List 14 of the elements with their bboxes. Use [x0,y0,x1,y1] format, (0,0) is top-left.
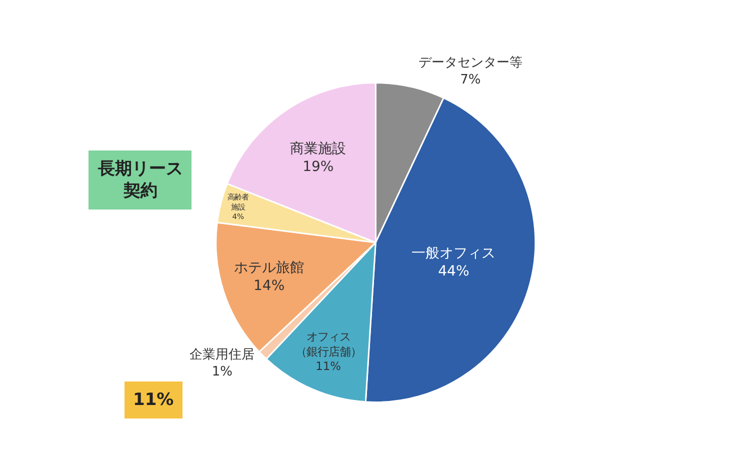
data-label: 14% [254,278,285,294]
slice-label: 一般オフィス [412,245,496,262]
data-label: 44% [438,264,470,280]
text: 11% [133,390,174,410]
data-label: 1% [212,364,233,380]
slice-label: ホテル旅館 [234,260,304,276]
slice-label: データセンター等 [418,55,522,70]
data-label: 11% [316,359,342,374]
slice-label: オフィス（銀行店舗） [295,329,362,358]
text: 長期リース契約 [97,159,183,202]
slice-label: 商業施設 [290,140,346,157]
data-label: 19% [302,159,334,176]
data-label: 7% [460,72,481,88]
slice-label: 企業用住居 [190,347,255,362]
